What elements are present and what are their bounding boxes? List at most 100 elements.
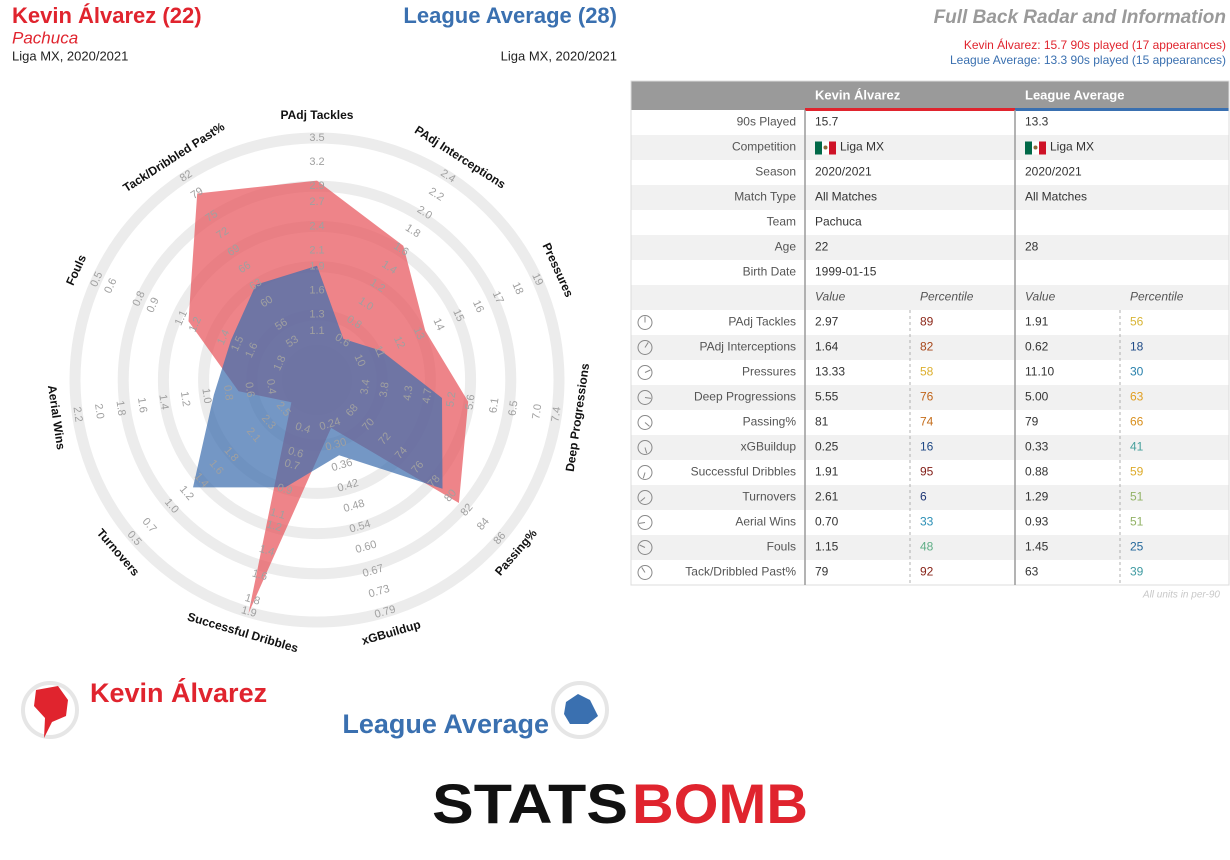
meta-value: All Matches	[815, 190, 877, 204]
axis-label: Deep Progressions	[563, 362, 592, 473]
stat-icon-ring	[637, 390, 653, 405]
flag	[1025, 141, 1046, 155]
axis-tick-label: 13	[411, 325, 427, 341]
radar: 1.1 1.3 1.6 1.9 2.1 2.4 2.7 2.9 3.2 3.5 PAdj Tackl…	[45, 108, 592, 655]
stat-value: 5.00	[1025, 390, 1049, 404]
stat-icon	[637, 340, 653, 355]
meta-label: Season	[755, 165, 796, 179]
stat-value: 1.91	[815, 465, 839, 479]
row-band	[631, 185, 1229, 210]
axis-tick-label: 1.1	[309, 325, 324, 337]
axis-tick-label: 1.6	[135, 397, 149, 414]
row-band	[631, 435, 1229, 460]
meta-value: 28	[1025, 240, 1039, 254]
logo-right: BOMB	[632, 772, 808, 835]
axis-tick-label: 0.8	[221, 384, 235, 401]
meta-value: 22	[815, 240, 829, 254]
stat-value: 1.29	[1025, 490, 1049, 504]
axis-tick-label: 4.3	[401, 385, 415, 402]
player-note: Kevin Álvarez: 15.7 90s played (17 appea…	[964, 37, 1226, 52]
axis-tick-label: 56	[273, 316, 290, 333]
flag-emblem	[823, 145, 828, 150]
table-header	[631, 81, 1229, 110]
table-border	[630, 80, 1230, 586]
stat-icon-hand	[642, 472, 646, 479]
axis-tick-label: 1.1	[173, 309, 190, 328]
axis-tick-label: 7.0	[530, 403, 544, 420]
meta-value: Liga MX	[1050, 140, 1094, 154]
axis-tick-label: 5.2	[444, 391, 458, 408]
axis-tick-label: 0.9	[145, 296, 162, 315]
axis-label: PAdj Tackles	[281, 108, 354, 122]
stat-icon-hand	[644, 422, 650, 427]
stat-value: 0.33	[1025, 440, 1049, 454]
axis-tick-label: 1.9	[309, 260, 324, 272]
stat-percentile: 58	[920, 365, 934, 379]
axis-tick-label: 5.6	[464, 394, 478, 411]
axis-tick-label: 0.30	[324, 436, 348, 454]
stat-icon-hand	[638, 522, 646, 524]
axis-tick-label: 0.36	[330, 457, 354, 475]
row-band	[631, 235, 1229, 260]
axis-tick-label: 12	[391, 334, 407, 350]
stat-icon-hand	[640, 497, 646, 502]
stat-value: 0.70	[815, 515, 839, 529]
stat-value: 0.62	[1025, 340, 1049, 354]
stat-value: 5.55	[815, 390, 839, 404]
meta-value: 2020/2021	[815, 165, 872, 179]
axis-tick-label: 0.42	[336, 477, 360, 495]
title: Full Back Radar and Information	[934, 7, 1226, 28]
stat-percentile: 82	[920, 340, 934, 354]
axis-tick-label: 17	[490, 289, 506, 305]
axis-tick-label: 69	[225, 242, 242, 259]
axis-tick-label: 72	[214, 225, 231, 242]
meta-label: Team	[767, 215, 796, 229]
row-band	[631, 485, 1229, 510]
stat-label: Aerial Wins	[735, 515, 796, 529]
stat-percentile: 6	[920, 490, 927, 504]
axis-tick-label: 1.6	[251, 567, 269, 583]
axis-tick-label: 2.1	[309, 244, 324, 256]
stat-value: 0.25	[815, 440, 839, 454]
axis-tick-label: 4.7	[421, 387, 435, 404]
axis-tick-label: 1.6	[309, 285, 324, 297]
axis-tick-label: 0.79	[373, 603, 397, 621]
axis-tick-label: 0.7	[283, 457, 301, 473]
axis-tick-label: 0.5	[88, 270, 105, 289]
row-band	[631, 285, 1229, 310]
axis-tick-label: 1.5	[229, 334, 246, 353]
stat-icon	[637, 440, 653, 455]
meta-label: Age	[775, 240, 797, 254]
col-head: Percentile	[920, 290, 974, 304]
stat-percentile: 92	[920, 565, 934, 579]
player-comp: Liga MX, 2020/2021	[12, 48, 128, 63]
axis-tick-label: 7.4	[549, 406, 563, 423]
league-comp: Liga MX, 2020/2021	[501, 48, 617, 63]
axis-tick-label: 10	[352, 352, 368, 368]
stat-icon-ring	[637, 540, 653, 555]
axis-tick-label: 16	[470, 298, 486, 314]
axis-tick-label: 0.60	[354, 538, 378, 556]
axis-tick-label: 11	[371, 344, 387, 359]
stat-value: 1.15	[815, 540, 839, 554]
stat-percentile: 76	[920, 390, 934, 404]
col-head: Value	[815, 290, 846, 304]
axis-tick-label: 3.4	[358, 379, 372, 396]
axis-tick-label: 2.2	[426, 185, 445, 203]
stat-icon	[637, 490, 653, 505]
meta-label: Competition	[732, 140, 796, 154]
meta-value: 2020/2021	[1025, 165, 1082, 179]
stat-percentile: 74	[920, 415, 934, 429]
stat-icon-ring	[637, 515, 653, 530]
axis-tick-label: 0.6	[102, 276, 119, 295]
axis-tick-label: 0.24	[318, 416, 342, 434]
axis-tick-label: 1.4	[156, 394, 170, 411]
stat-icon-ring	[637, 465, 653, 480]
player-team: Pachuca	[12, 28, 78, 47]
flag-stripe	[829, 141, 836, 155]
axis-tick-label: 1.2	[177, 483, 196, 502]
stat-label: PAdj Interceptions	[700, 340, 797, 354]
stat-percentile: 59	[1130, 465, 1144, 479]
stat-icon-ring	[637, 440, 653, 455]
